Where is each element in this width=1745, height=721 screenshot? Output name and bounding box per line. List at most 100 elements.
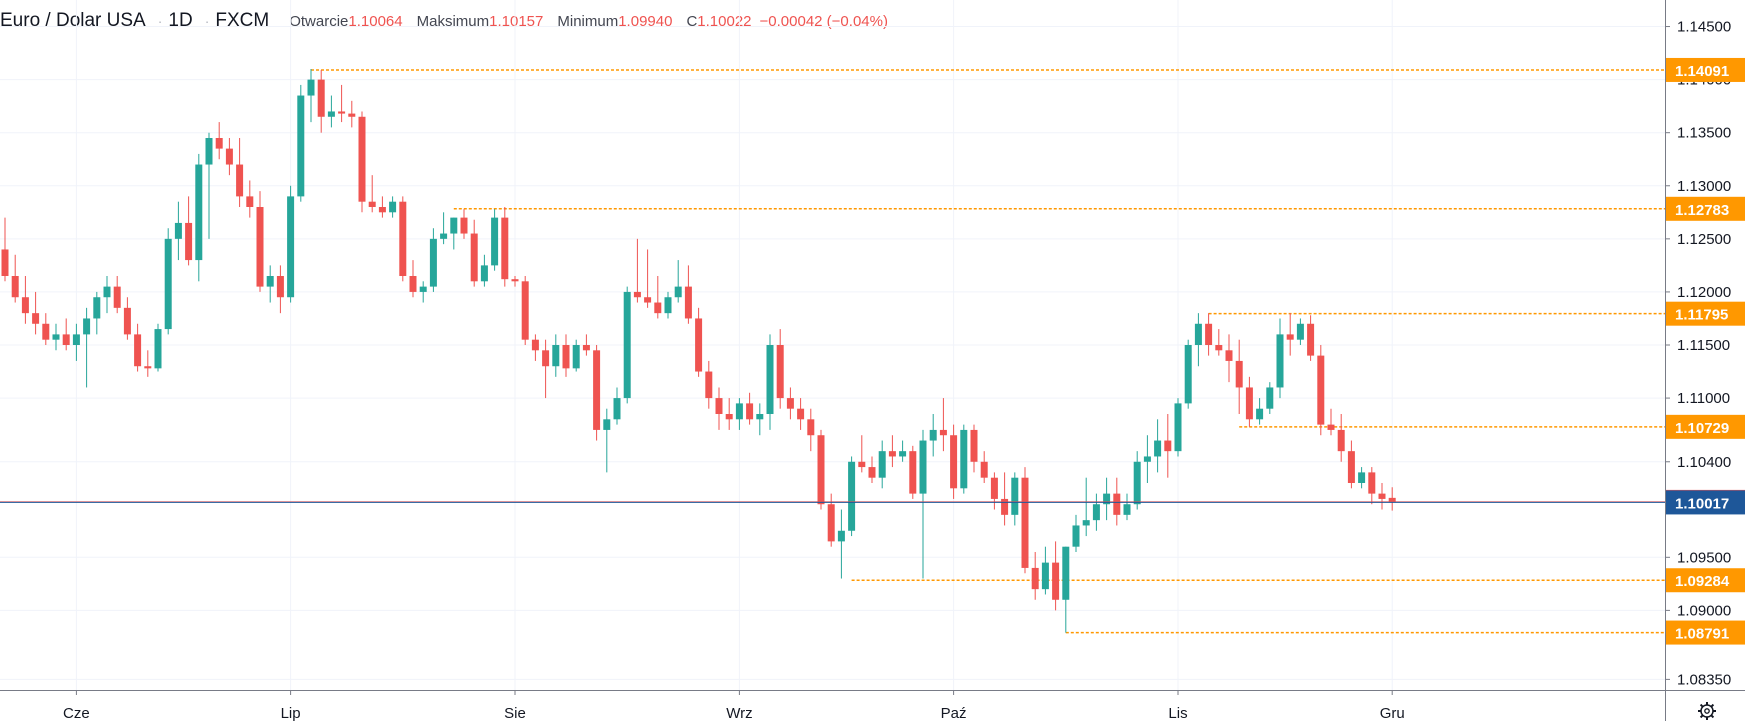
legend-separator: · bbox=[157, 13, 163, 29]
candle-body bbox=[848, 461, 856, 531]
candle-body bbox=[389, 201, 397, 213]
candle bbox=[766, 334, 774, 430]
candle bbox=[735, 398, 743, 430]
x-axis-labels[interactable]: Cze Lip Sie Wrz Paź Lis Gru bbox=[63, 690, 1405, 721]
candle-body bbox=[1225, 350, 1233, 361]
candle bbox=[1103, 477, 1111, 521]
price-level-tag-label: 1.09284 bbox=[1675, 573, 1730, 590]
candle bbox=[1123, 493, 1131, 521]
symbol-name[interactable]: Euro / Dolar USA bbox=[0, 10, 146, 31]
candle-body bbox=[950, 435, 958, 489]
y-tick-label: 1.09500 bbox=[1677, 549, 1731, 566]
candle-body bbox=[103, 286, 111, 298]
candle bbox=[21, 276, 29, 324]
candle bbox=[868, 456, 876, 483]
candle bbox=[572, 339, 580, 372]
candle bbox=[1378, 483, 1386, 510]
candle-body bbox=[858, 461, 866, 468]
candle-body bbox=[1113, 493, 1121, 515]
price-level-tag-bg bbox=[1666, 301, 1745, 326]
candle bbox=[1256, 398, 1264, 425]
candle-body bbox=[562, 345, 570, 369]
candlestick-series bbox=[1, 69, 1396, 633]
candle-body bbox=[52, 334, 60, 340]
y-tick-label: 1.14500 bbox=[1677, 19, 1731, 36]
candle-body bbox=[1011, 477, 1019, 515]
price-level-tag-label: 1.12783 bbox=[1675, 202, 1729, 219]
candle-body bbox=[1378, 493, 1386, 499]
candle-body bbox=[256, 207, 264, 287]
candle bbox=[440, 212, 448, 245]
candle-body bbox=[786, 398, 794, 409]
candle bbox=[358, 111, 366, 213]
candle-body bbox=[899, 451, 907, 457]
high-label: Maksimum bbox=[416, 13, 490, 30]
candle bbox=[317, 70, 325, 133]
candle-body bbox=[766, 345, 774, 414]
candle bbox=[338, 84, 346, 123]
candle bbox=[368, 175, 376, 213]
candle-body bbox=[1184, 345, 1192, 404]
candle bbox=[797, 398, 805, 430]
price-level-tag: 1.10729 bbox=[1666, 414, 1745, 439]
x-tick-label: Lis bbox=[1168, 705, 1187, 721]
candle-body bbox=[1072, 525, 1080, 547]
candle bbox=[389, 196, 397, 218]
candle-body bbox=[888, 451, 896, 457]
candle-body bbox=[1235, 360, 1243, 388]
candle bbox=[858, 435, 866, 473]
candle bbox=[633, 238, 641, 303]
candle bbox=[225, 138, 233, 176]
candle-body bbox=[246, 196, 254, 207]
candle-body bbox=[1347, 451, 1355, 483]
candle-body bbox=[1041, 562, 1049, 590]
candle bbox=[480, 254, 488, 287]
candle bbox=[1001, 472, 1009, 526]
candle-body bbox=[1021, 477, 1029, 568]
candle-body bbox=[450, 217, 458, 234]
candle bbox=[195, 153, 203, 282]
candle-body bbox=[1256, 408, 1264, 420]
candle-body bbox=[93, 297, 101, 319]
candle-body bbox=[1358, 472, 1366, 483]
x-tick-label: Wrz bbox=[726, 705, 752, 721]
candle bbox=[552, 334, 560, 377]
open-label: Otwarcie bbox=[289, 13, 349, 30]
candle-body bbox=[1154, 440, 1162, 457]
open-value: 1.10064 bbox=[348, 13, 403, 30]
candle-body bbox=[297, 95, 305, 197]
candle bbox=[878, 440, 886, 489]
candle bbox=[939, 398, 947, 452]
candle-body bbox=[470, 233, 478, 282]
candle-body bbox=[909, 451, 917, 494]
candle-body bbox=[684, 286, 692, 319]
candle-body bbox=[817, 435, 825, 505]
candle bbox=[582, 334, 590, 356]
candle bbox=[807, 408, 815, 452]
candle-body bbox=[837, 530, 845, 542]
candle-body bbox=[695, 318, 703, 372]
last-price-lines bbox=[0, 501, 1665, 503]
candle bbox=[154, 323, 162, 372]
candle-body bbox=[1123, 504, 1131, 515]
candle-body bbox=[582, 345, 590, 351]
candle-body bbox=[572, 345, 580, 369]
candle-body bbox=[62, 334, 70, 345]
candle-body bbox=[113, 286, 121, 308]
candle-body bbox=[123, 307, 131, 335]
gear-icon[interactable] bbox=[1698, 702, 1716, 720]
candle bbox=[174, 201, 182, 261]
candle-body bbox=[429, 238, 437, 287]
grid-lines bbox=[0, 0, 1665, 690]
candle-body bbox=[1317, 355, 1325, 425]
candle bbox=[613, 387, 621, 425]
candle bbox=[123, 297, 131, 340]
candle bbox=[1164, 414, 1172, 478]
interval-label[interactable]: 1D bbox=[168, 10, 193, 31]
candle bbox=[521, 276, 529, 345]
candle bbox=[1388, 487, 1396, 511]
candle bbox=[695, 307, 703, 377]
bid-price-tag-bg bbox=[1666, 490, 1745, 515]
candle-body bbox=[756, 414, 764, 420]
